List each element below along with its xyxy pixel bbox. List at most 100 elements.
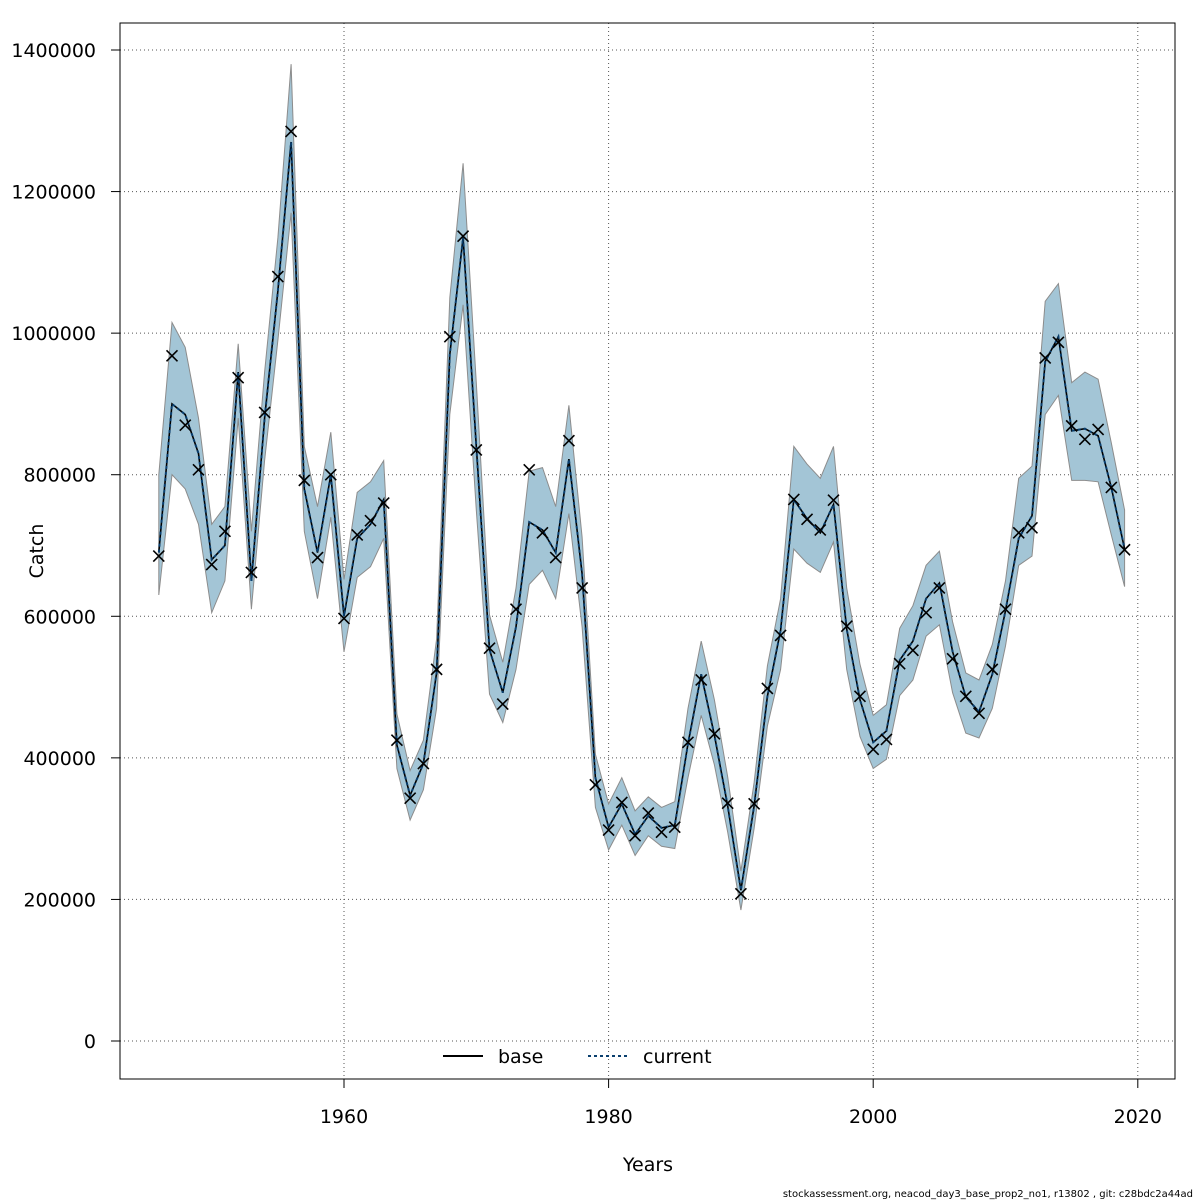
observed-point-stroke bbox=[867, 743, 880, 756]
observed-point-stroke bbox=[933, 581, 946, 595]
legend: base current bbox=[443, 1046, 712, 1068]
y-tick-label: 0 bbox=[84, 1031, 96, 1053]
observed-point bbox=[364, 514, 377, 527]
observed-point bbox=[245, 566, 258, 579]
y-tick-label: 1000000 bbox=[11, 323, 96, 345]
observed-point-stroke bbox=[179, 419, 192, 432]
observed-point-stroke bbox=[351, 528, 364, 541]
observed-point bbox=[774, 629, 787, 642]
observed-point-stroke bbox=[576, 581, 589, 595]
observed-point-stroke bbox=[853, 690, 867, 703]
observed-point-stroke bbox=[1092, 423, 1105, 436]
observed-point bbox=[655, 826, 668, 839]
plot-frame bbox=[119, 22, 1176, 1080]
observed-point-stroke bbox=[1105, 481, 1118, 494]
observed-point bbox=[800, 513, 814, 526]
observed-point bbox=[946, 652, 959, 665]
observed-point bbox=[351, 528, 364, 541]
observed-point-stroke bbox=[311, 551, 324, 564]
observed-point bbox=[1092, 423, 1105, 436]
observed-point-stroke bbox=[509, 603, 523, 616]
observed-point-stroke bbox=[1118, 543, 1131, 556]
observed-point bbox=[681, 736, 695, 749]
observed-point-stroke bbox=[946, 652, 959, 665]
observed-point bbox=[721, 797, 734, 810]
observed-point-stroke bbox=[1025, 521, 1039, 534]
x-axis-title: Years bbox=[622, 1154, 673, 1176]
observed-point-stroke bbox=[285, 125, 298, 138]
observed-point bbox=[906, 644, 919, 657]
observed-point bbox=[298, 474, 311, 487]
observed-point-stroke bbox=[218, 525, 231, 538]
observed-point bbox=[192, 463, 205, 476]
observed-point bbox=[959, 690, 972, 703]
observed-point bbox=[589, 778, 602, 791]
observed-point bbox=[1052, 336, 1065, 349]
observed-point bbox=[1065, 419, 1078, 432]
confidence-band bbox=[158, 64, 1126, 911]
observed-point bbox=[1078, 433, 1091, 446]
observed-point bbox=[734, 887, 747, 900]
observed-point bbox=[258, 406, 271, 419]
observed-point-stroke bbox=[430, 663, 443, 676]
series-lines bbox=[157, 141, 1126, 891]
observed-point bbox=[602, 823, 615, 837]
observed-point bbox=[457, 230, 470, 243]
observed-point-stroke bbox=[761, 682, 774, 695]
y-tick-label: 200000 bbox=[23, 889, 96, 911]
observed-point-stroke bbox=[814, 523, 827, 536]
observed-point-stroke bbox=[668, 821, 681, 834]
observed-point bbox=[470, 443, 483, 457]
y-tick-label: 800000 bbox=[23, 465, 96, 487]
observed-point-stroke bbox=[999, 603, 1012, 616]
observed-point-stroke bbox=[536, 526, 549, 539]
observed-point bbox=[708, 727, 721, 740]
observed-point-stroke bbox=[827, 494, 840, 507]
observed-point bbox=[152, 550, 165, 563]
observed-point bbox=[827, 494, 840, 507]
observed-point bbox=[1118, 543, 1131, 556]
observed-point bbox=[165, 349, 179, 362]
observed-point bbox=[920, 606, 933, 619]
observed-point-stroke bbox=[986, 663, 999, 676]
observed-point bbox=[417, 757, 430, 770]
observed-point bbox=[1039, 351, 1052, 364]
series-line-base bbox=[158, 141, 1126, 891]
observed-point bbox=[761, 682, 774, 695]
observed-point bbox=[933, 581, 946, 595]
observed-point bbox=[893, 657, 906, 670]
observed-point-stroke bbox=[232, 371, 245, 384]
observed-point bbox=[814, 523, 827, 536]
observed-point bbox=[232, 371, 245, 384]
observed-point bbox=[523, 463, 536, 476]
observed-point bbox=[549, 551, 562, 564]
observed-point bbox=[615, 796, 628, 809]
observed-point-stroke bbox=[681, 736, 695, 749]
observed-markers bbox=[152, 125, 1131, 900]
observed-point-stroke bbox=[972, 707, 986, 720]
x-axis: 1960 1980 2000 2020 bbox=[320, 1079, 1162, 1128]
observed-point-stroke bbox=[615, 796, 628, 809]
observed-point bbox=[840, 620, 853, 633]
y-tick-label: 600000 bbox=[23, 606, 96, 628]
observed-point bbox=[1012, 526, 1025, 539]
footer-note: stockassessment.org, neacod_day3_base_pr… bbox=[783, 1189, 1193, 1200]
y-tick-label: 1400000 bbox=[11, 40, 96, 62]
observed-point bbox=[668, 821, 681, 834]
observed-point-stroke bbox=[748, 797, 761, 810]
observed-point bbox=[285, 125, 298, 138]
observed-point bbox=[377, 496, 390, 510]
observed-point-stroke bbox=[602, 823, 615, 837]
observed-point-stroke bbox=[1078, 433, 1091, 446]
legend-label-base: base bbox=[498, 1046, 543, 1068]
observed-point-stroke bbox=[165, 349, 179, 362]
observed-point-stroke bbox=[483, 642, 496, 655]
observed-point bbox=[853, 690, 867, 703]
x-tick-label: 1960 bbox=[320, 1106, 368, 1128]
observed-point-stroke bbox=[496, 697, 509, 711]
observed-point bbox=[576, 581, 589, 595]
observed-point-stroke bbox=[655, 826, 668, 839]
observed-point-stroke bbox=[721, 797, 734, 810]
observed-point-stroke bbox=[787, 493, 800, 506]
